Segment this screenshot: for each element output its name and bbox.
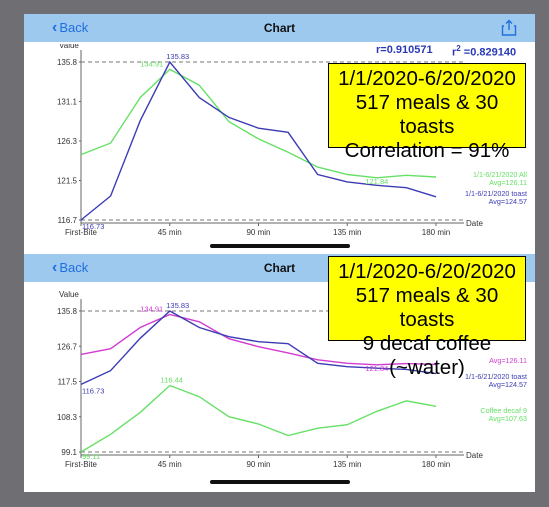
series-line-1 bbox=[80, 60, 437, 221]
data-label: 121.84 bbox=[365, 364, 388, 373]
y-tick-label: 131.1 bbox=[57, 98, 78, 107]
series-legend-name: 1/1-6/21/2020 All bbox=[473, 170, 527, 179]
correlation-r-squared: r2 =0.829140 bbox=[452, 44, 517, 59]
data-label: 99.11 bbox=[82, 452, 100, 461]
glucose-chart-bottom: Value Date 135.8 126.7 117.5 108.3 99.1 First-B… bbox=[57, 290, 527, 469]
annotation-callout-top: 1/1/2020-6/20/2020 517 meals & 30 toasts… bbox=[328, 63, 526, 162]
x-tick-label: 45 min bbox=[158, 228, 182, 237]
series-legend-avg: Avg=124.57 bbox=[489, 380, 527, 389]
chevron-left-icon: ‹ bbox=[52, 259, 58, 276]
y-tick-label: 108.3 bbox=[57, 413, 78, 422]
x-tick-label: First-Bite bbox=[65, 460, 98, 469]
home-indicator bbox=[210, 244, 350, 248]
x-tick-label: 135 min bbox=[333, 228, 361, 237]
series-legend-name: 1/1-6/21/2020 toast bbox=[465, 189, 527, 198]
data-label: 116.73 bbox=[82, 386, 104, 395]
data-label: 135.83 bbox=[166, 52, 189, 61]
series-legend-avg: Avg=107.63 bbox=[489, 414, 527, 423]
x-tick-label: 90 min bbox=[246, 460, 270, 469]
back-label: Back bbox=[59, 20, 89, 35]
y-tick-label: 116.7 bbox=[58, 216, 78, 225]
x-axis-label: Date bbox=[466, 451, 483, 460]
chart-screen-top: ‹ Back Chart r=0.910571 r2 =0.829140 Valu… bbox=[24, 14, 535, 248]
x-tick-label: 180 min bbox=[422, 460, 450, 469]
data-label: 134.91 bbox=[140, 304, 163, 313]
y-tick-label: 99.1 bbox=[61, 448, 77, 457]
back-label: Back bbox=[59, 260, 89, 275]
nav-title: Chart bbox=[263, 21, 296, 35]
x-tick-label: 45 min bbox=[158, 460, 182, 469]
home-indicator bbox=[210, 480, 350, 484]
x-tick-label: 90 min bbox=[246, 228, 270, 237]
series-line-0 bbox=[80, 313, 437, 366]
share-icon[interactable] bbox=[501, 19, 517, 36]
series-line-2 bbox=[80, 384, 437, 453]
y-axis-label: Value bbox=[59, 290, 79, 299]
series-line-1 bbox=[80, 310, 437, 386]
x-tick-label: First-Bite bbox=[65, 228, 98, 237]
data-label: 134.91 bbox=[140, 59, 163, 68]
x-tick-label: 135 min bbox=[333, 460, 361, 469]
back-button[interactable]: ‹ Back bbox=[52, 259, 88, 277]
series-legend-name: 1/1-6/21/2020 toast bbox=[465, 372, 527, 381]
data-label: 135.83 bbox=[166, 301, 189, 310]
data-label: 116.44 bbox=[161, 376, 183, 385]
y-tick-label: 135.8 bbox=[57, 307, 78, 316]
y-tick-label: 121.5 bbox=[57, 177, 78, 186]
nav-title: Chart bbox=[263, 261, 296, 275]
correlation-r: r=0.910571 bbox=[376, 44, 433, 56]
screenshot-frame: ‹ Back Chart r=0.910571 r2 =0.829140 Valu… bbox=[24, 14, 535, 492]
series-legend-avg: Avg=126.11 bbox=[489, 178, 527, 187]
annotation-callout-bottom: 1/1/2020-6/20/2020 517 meals & 30 toasts… bbox=[328, 256, 526, 379]
data-label: 121.84 bbox=[365, 177, 388, 186]
data-label: 116.73 bbox=[82, 222, 104, 231]
y-tick-label: 135.8 bbox=[57, 58, 78, 67]
glucose-chart-top: Value Date 135.8 131.1 126.3 121.5 116.7 First-… bbox=[57, 44, 527, 237]
back-button[interactable]: ‹ Back bbox=[52, 19, 88, 37]
y-tick-label: 126.3 bbox=[57, 137, 78, 146]
series-legend-avg: Avg=124.57 bbox=[489, 197, 527, 206]
x-axis-label: Date bbox=[466, 219, 483, 228]
chevron-left-icon: ‹ bbox=[52, 19, 58, 36]
x-tick-label: 180 min bbox=[422, 228, 450, 237]
chart-screen-bottom: ‹ Back Chart Value Date 135.8 126.7 117.5 108.… bbox=[24, 254, 535, 492]
series-legend-name: Coffee decaf 9 bbox=[480, 406, 527, 415]
y-tick-label: 117.5 bbox=[58, 378, 78, 387]
nav-bar: ‹ Back Chart bbox=[24, 14, 535, 42]
series-line-0 bbox=[80, 68, 437, 179]
y-axis-label: Value bbox=[59, 44, 79, 50]
series-legend-avg: Avg=126.11 bbox=[489, 356, 527, 365]
y-tick-label: 126.7 bbox=[57, 342, 78, 351]
